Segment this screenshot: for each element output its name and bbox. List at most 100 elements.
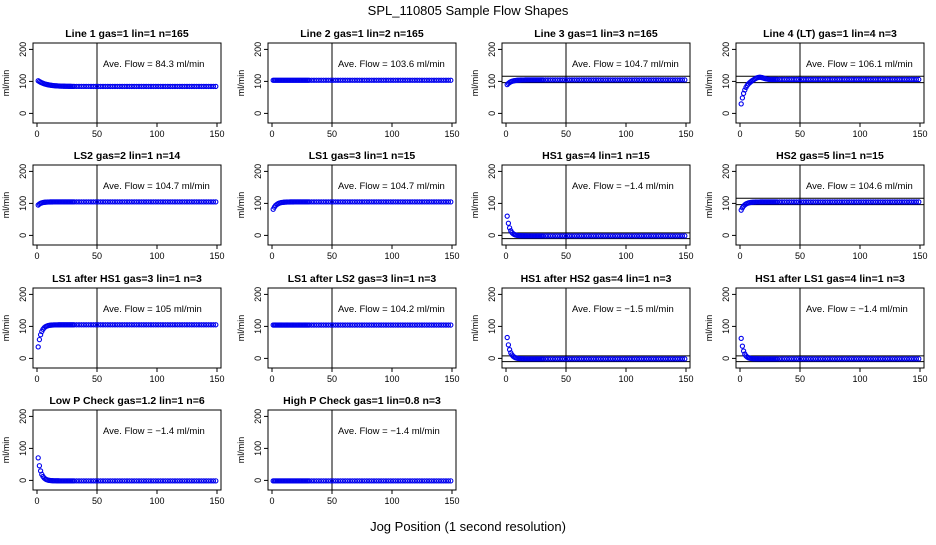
data-point bbox=[916, 199, 922, 205]
data-point bbox=[201, 199, 207, 205]
data-point bbox=[911, 356, 917, 362]
data-point bbox=[424, 322, 430, 328]
data-point bbox=[872, 356, 879, 362]
data-point bbox=[383, 77, 389, 83]
data-point bbox=[172, 83, 178, 90]
data-point bbox=[316, 478, 322, 484]
data-point bbox=[371, 199, 377, 205]
data-point bbox=[213, 478, 219, 484]
data-point bbox=[138, 322, 145, 328]
data-point bbox=[124, 322, 130, 328]
data-point bbox=[404, 322, 411, 328]
panels: Line 1 gas=1 lin=1 n=165 ml/min 0 100 200 0 50… bbox=[1, 28, 928, 506]
data-point bbox=[829, 199, 836, 205]
data-point bbox=[366, 199, 372, 205]
data-point bbox=[438, 77, 444, 83]
data-point bbox=[617, 356, 623, 362]
data-point bbox=[586, 233, 592, 239]
data-point bbox=[590, 356, 597, 362]
data-point bbox=[179, 478, 185, 484]
data-point bbox=[145, 83, 152, 90]
data-point bbox=[402, 478, 408, 484]
panel-10: LS1 after LS2 gas=3 lin=1 n=3 ml/min 0 100 2… bbox=[236, 273, 460, 384]
data-point bbox=[332, 322, 339, 328]
data-point bbox=[578, 233, 585, 239]
data-point bbox=[655, 77, 662, 83]
data-point bbox=[416, 199, 423, 205]
data-point bbox=[347, 478, 353, 484]
y-tick-label: 200 bbox=[253, 409, 263, 424]
data-point bbox=[306, 199, 312, 205]
data-point bbox=[786, 76, 792, 83]
data-point bbox=[829, 76, 836, 83]
y-tick-label: 200 bbox=[253, 42, 263, 57]
data-point bbox=[595, 233, 602, 239]
data-point bbox=[133, 478, 140, 484]
data-point bbox=[174, 322, 181, 328]
data-point bbox=[356, 322, 363, 328]
data-point bbox=[169, 199, 176, 205]
x-tick-label: 100 bbox=[852, 374, 867, 384]
data-point bbox=[131, 478, 137, 484]
data-point bbox=[436, 199, 442, 205]
x-tick-label: 50 bbox=[92, 374, 102, 384]
data-point bbox=[330, 77, 336, 83]
data-point bbox=[638, 77, 645, 83]
panel-6: LS1 gas=3 lin=1 n=15 ml/min 0 100 200 0 50 100 1… bbox=[236, 150, 460, 261]
data-point bbox=[419, 478, 425, 484]
data-point bbox=[786, 356, 792, 362]
data-point bbox=[820, 199, 826, 205]
data-point bbox=[184, 83, 190, 90]
y-tick-label: 0 bbox=[487, 356, 497, 361]
data-point bbox=[169, 478, 176, 484]
y-tick-label: 200 bbox=[487, 42, 497, 57]
data-point bbox=[612, 356, 618, 362]
data-point bbox=[189, 322, 195, 328]
x-tick-label: 150 bbox=[678, 129, 693, 139]
data-point bbox=[550, 356, 556, 362]
data-point bbox=[392, 322, 399, 328]
data-point bbox=[352, 322, 358, 328]
plot-frame bbox=[32, 287, 222, 369]
data-point bbox=[682, 356, 688, 362]
data-point bbox=[85, 478, 92, 484]
data-point bbox=[426, 77, 432, 83]
data-point bbox=[392, 478, 399, 484]
data-point bbox=[320, 322, 327, 328]
data-point bbox=[179, 199, 185, 205]
data-point bbox=[583, 77, 590, 83]
data-point bbox=[504, 213, 510, 219]
data-point bbox=[624, 233, 630, 239]
data-point bbox=[638, 233, 645, 239]
data-point bbox=[614, 233, 621, 239]
data-point bbox=[448, 77, 454, 83]
data-point bbox=[803, 356, 809, 362]
data-point bbox=[426, 478, 432, 484]
data-point bbox=[808, 199, 814, 205]
data-point bbox=[126, 322, 133, 328]
data-point bbox=[433, 77, 440, 83]
data-point bbox=[626, 233, 633, 239]
data-point bbox=[834, 356, 840, 362]
data-point bbox=[196, 83, 202, 90]
x-tick-label: 50 bbox=[561, 251, 571, 261]
y-tick-label: 200 bbox=[253, 164, 263, 179]
data-point bbox=[93, 322, 99, 328]
data-point bbox=[796, 199, 802, 205]
data-point bbox=[313, 478, 320, 484]
data-point bbox=[856, 356, 862, 362]
data-point bbox=[359, 322, 365, 328]
data-point bbox=[349, 478, 356, 484]
data-point bbox=[328, 478, 334, 484]
data-point bbox=[865, 356, 872, 362]
data-point bbox=[901, 356, 908, 362]
data-point bbox=[581, 233, 587, 239]
data-point bbox=[889, 356, 896, 362]
data-point bbox=[800, 356, 807, 362]
data-point bbox=[325, 322, 332, 328]
data-point bbox=[665, 356, 671, 362]
x-tick-label: 0 bbox=[737, 129, 742, 139]
data-point bbox=[201, 478, 207, 484]
y-tick-label: 100 bbox=[18, 74, 28, 89]
